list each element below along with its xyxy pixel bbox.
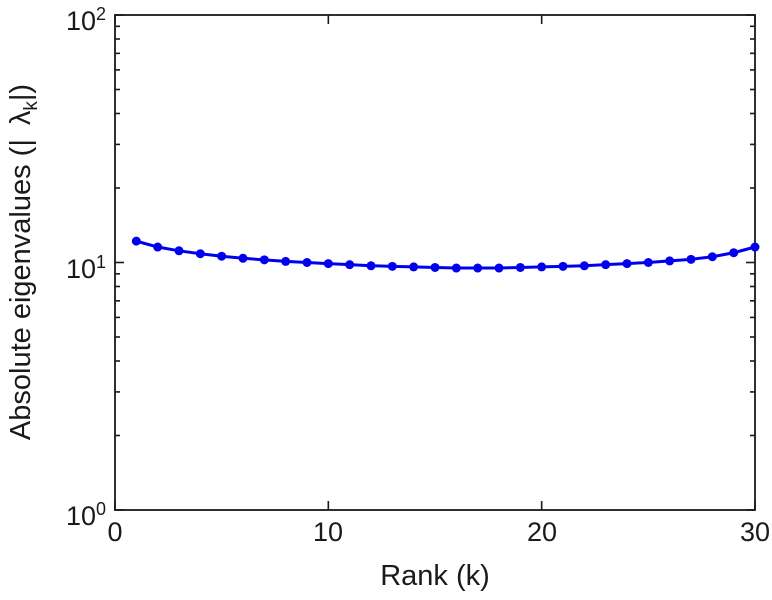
y-axis-label-suffix: |)	[5, 83, 38, 102]
data-point-marker	[494, 263, 504, 273]
data-point-marker	[643, 258, 653, 267]
x-tick-label-0: 0	[107, 517, 123, 547]
x-tick-label-30: 30	[739, 517, 771, 547]
data-point-marker	[601, 260, 611, 270]
data-point-marker	[750, 242, 760, 252]
data-point-marker	[217, 251, 227, 261]
data-point-marker	[153, 242, 163, 252]
data-point-marker	[238, 253, 248, 263]
data-point-marker	[707, 252, 717, 262]
y-tick-exponent: 0	[95, 499, 106, 519]
data-point-marker	[558, 261, 568, 271]
data-point-marker	[302, 258, 312, 267]
data-point-marker	[430, 262, 440, 272]
lambda-symbol: λ	[5, 110, 38, 126]
y-tick-base: 10	[65, 501, 96, 531]
x-tick-label-10: 10	[312, 517, 344, 547]
data-point-marker	[281, 256, 291, 266]
y-tick-label-1e2: 102	[16, 0, 106, 37]
data-point-marker	[515, 262, 525, 272]
plot-box	[114, 14, 756, 511]
data-point-marker	[473, 263, 483, 273]
y-tick-exponent: 1	[95, 252, 106, 272]
y-axis-label-prefix: Absolute eigenvalues (|	[5, 139, 38, 441]
data-point-marker	[537, 262, 547, 272]
y-tick-label-1e0: 100	[16, 493, 106, 532]
data-point-marker	[665, 256, 675, 266]
x-tick-label-20: 20	[526, 517, 558, 547]
data-point-marker	[579, 261, 589, 271]
y-tick-exponent: 2	[95, 4, 106, 24]
data-point-marker	[323, 259, 333, 269]
data-point-marker	[729, 248, 739, 258]
data-point-marker	[686, 254, 696, 264]
y-tick-base: 10	[65, 6, 96, 36]
data-point-marker	[131, 236, 141, 246]
data-point-marker	[409, 262, 419, 272]
data-point-marker	[387, 261, 397, 271]
data-point-marker	[174, 246, 184, 256]
y-tick-label-1e1: 101	[16, 246, 106, 285]
data-point-marker	[345, 260, 355, 270]
lambda-subscript: k	[20, 101, 42, 111]
x-axis-label: Rank (k)	[380, 560, 490, 592]
data-point-marker	[259, 255, 269, 265]
data-line	[134, 239, 757, 270]
data-point-marker	[366, 261, 376, 271]
data-point-marker	[195, 249, 205, 259]
y-tick-base: 10	[65, 254, 96, 284]
data-point-marker	[451, 263, 461, 273]
data-point-marker	[622, 259, 632, 269]
